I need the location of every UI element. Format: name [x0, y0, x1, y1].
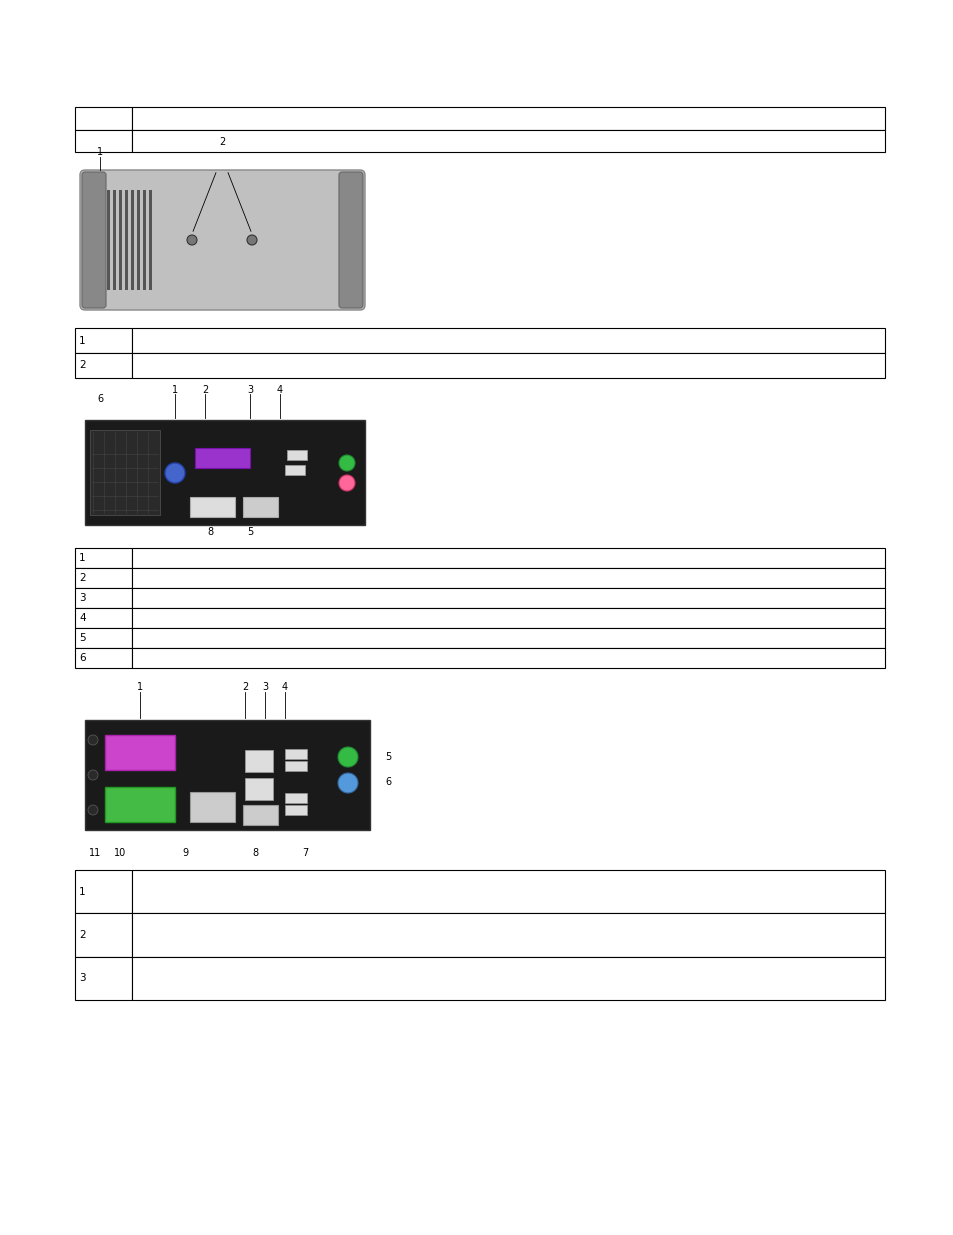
Bar [75, 568, 132, 588]
Bar [243, 496, 277, 517]
Bar [285, 748, 307, 760]
Bar [85, 420, 365, 525]
Bar [75, 548, 132, 568]
Text: 2: 2 [79, 361, 86, 370]
Circle shape [187, 235, 196, 245]
Bar [132, 329, 884, 353]
Bar [119, 190, 122, 290]
Bar [85, 720, 370, 830]
Bar [132, 608, 884, 629]
Bar [132, 588, 884, 608]
Bar [125, 190, 128, 290]
Bar [90, 430, 160, 515]
Circle shape [338, 475, 355, 492]
Text: 1: 1 [79, 336, 86, 346]
Text: 5: 5 [385, 752, 391, 762]
Bar [285, 793, 307, 803]
Circle shape [337, 747, 357, 767]
Text: 1: 1 [172, 385, 178, 395]
Text: 5: 5 [247, 527, 253, 537]
Bar [131, 190, 133, 290]
Text: 2: 2 [218, 137, 225, 147]
Bar [132, 130, 884, 152]
Bar [132, 629, 884, 648]
Bar [75, 608, 132, 629]
Circle shape [88, 769, 98, 781]
Text: 5: 5 [79, 634, 86, 643]
Text: 8: 8 [207, 527, 213, 537]
Text: 3: 3 [247, 385, 253, 395]
Bar [75, 869, 132, 914]
Text: 6: 6 [79, 653, 86, 663]
Bar [75, 914, 132, 957]
Text: 1: 1 [97, 147, 103, 157]
Bar [149, 190, 152, 290]
Text: 9: 9 [182, 848, 188, 858]
Text: 1: 1 [79, 887, 86, 897]
Bar [75, 353, 132, 378]
Bar [75, 329, 132, 353]
Bar [143, 190, 146, 290]
Bar [285, 805, 307, 815]
Bar [75, 130, 132, 152]
FancyBboxPatch shape [82, 172, 106, 308]
Bar [132, 869, 884, 914]
Bar [285, 466, 305, 475]
Circle shape [338, 454, 355, 471]
Bar [132, 353, 884, 378]
Text: 3: 3 [79, 973, 86, 983]
Bar [112, 190, 116, 290]
FancyBboxPatch shape [80, 170, 365, 310]
Bar [285, 761, 307, 771]
Bar [132, 914, 884, 957]
Circle shape [88, 805, 98, 815]
Circle shape [165, 463, 185, 483]
Text: 4: 4 [282, 682, 288, 692]
Text: 4: 4 [276, 385, 283, 395]
Bar [107, 190, 110, 290]
Bar [105, 787, 174, 823]
Bar [245, 750, 273, 772]
Bar [190, 496, 234, 517]
Text: 2: 2 [242, 682, 248, 692]
Circle shape [337, 773, 357, 793]
Bar [243, 805, 277, 825]
Bar [75, 588, 132, 608]
Text: 2: 2 [79, 930, 86, 940]
Bar [75, 629, 132, 648]
Bar [287, 450, 307, 459]
Text: 7: 7 [301, 848, 308, 858]
Text: 3: 3 [262, 682, 268, 692]
Text: 4: 4 [79, 613, 86, 622]
Circle shape [88, 735, 98, 745]
Bar [190, 792, 234, 823]
Bar [132, 648, 884, 668]
Text: 3: 3 [79, 593, 86, 603]
Bar [194, 448, 250, 468]
Bar [75, 957, 132, 1000]
Bar [132, 957, 884, 1000]
FancyBboxPatch shape [338, 172, 363, 308]
Bar [105, 735, 174, 769]
Text: 1: 1 [79, 553, 86, 563]
Text: 11: 11 [89, 848, 101, 858]
Text: 2: 2 [202, 385, 208, 395]
Text: 6: 6 [97, 394, 103, 404]
Bar [75, 107, 132, 130]
Bar [132, 568, 884, 588]
Bar [75, 648, 132, 668]
Text: 8: 8 [252, 848, 258, 858]
Bar [137, 190, 140, 290]
Text: 6: 6 [385, 777, 391, 787]
Circle shape [247, 235, 256, 245]
Bar [245, 778, 273, 800]
Text: 1: 1 [137, 682, 143, 692]
Text: 2: 2 [79, 573, 86, 583]
Bar [132, 107, 884, 130]
Text: 10: 10 [113, 848, 126, 858]
Bar [132, 548, 884, 568]
